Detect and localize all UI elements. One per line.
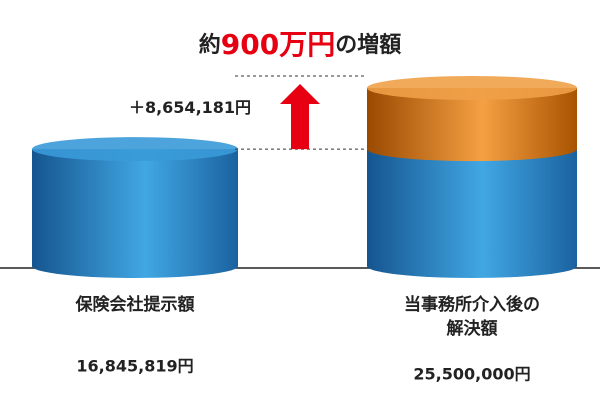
category-label: 保険会社提示額 bbox=[75, 294, 195, 315]
cylinder-segment bbox=[367, 149, 577, 278]
cylinder-segment bbox=[32, 149, 238, 278]
value-label: 16,845,819円 bbox=[76, 357, 193, 376]
increase-label: ＋8,654,181円 bbox=[129, 98, 251, 117]
chart-title: 約900万円の増額 bbox=[199, 28, 401, 61]
value-label: 25,500,000円 bbox=[413, 365, 530, 384]
title-part: の増額 bbox=[335, 32, 401, 58]
category-label: 解決額 bbox=[447, 318, 498, 339]
cylinder-segment bbox=[367, 88, 577, 162]
cylinder-top bbox=[32, 137, 238, 162]
category-label: 当事務所介入後の bbox=[404, 294, 540, 315]
increase-arrow bbox=[280, 84, 320, 150]
cylinder-top bbox=[367, 76, 577, 100]
title-highlight: 900万円 bbox=[221, 28, 335, 61]
title-part: 約 bbox=[199, 32, 221, 58]
